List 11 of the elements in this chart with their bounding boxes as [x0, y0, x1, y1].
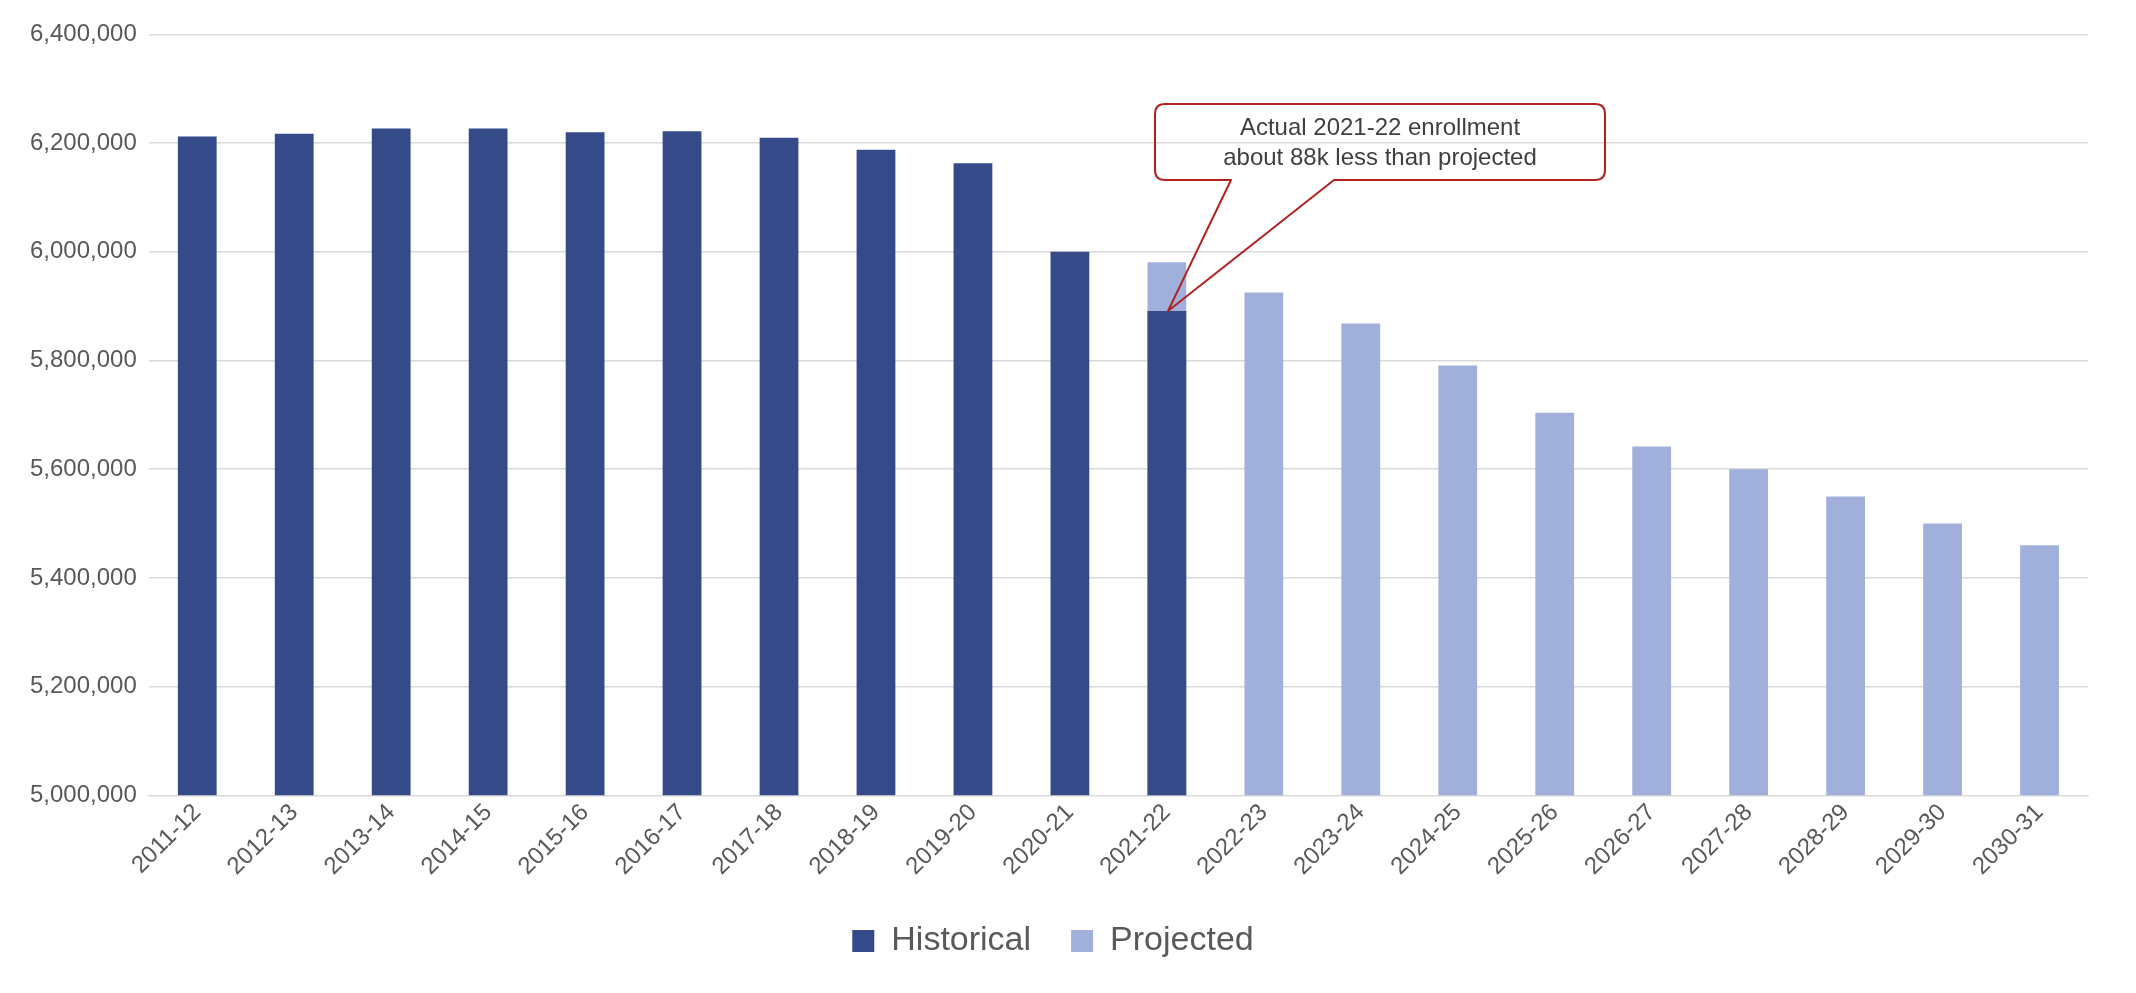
y-tick-label: 6,400,000	[29, 19, 137, 47]
y-tick-label: 5,600,000	[29, 453, 137, 481]
y-tick-label: 5,200,000	[29, 671, 137, 699]
y-tick-label: 6,200,000	[29, 127, 137, 155]
y-tick-label: 6,000,000	[29, 236, 137, 264]
legend-label: Historical	[891, 919, 1032, 958]
y-tick-label: 5,400,000	[29, 562, 137, 590]
y-tick-label: 5,800,000	[29, 345, 137, 373]
legend-label: Projected	[1110, 919, 1254, 958]
y-tick-label: 5,000,000	[29, 779, 137, 807]
annotation: Actual 2021-22 enrollment about 88k less than projected	[1222, 112, 1538, 172]
